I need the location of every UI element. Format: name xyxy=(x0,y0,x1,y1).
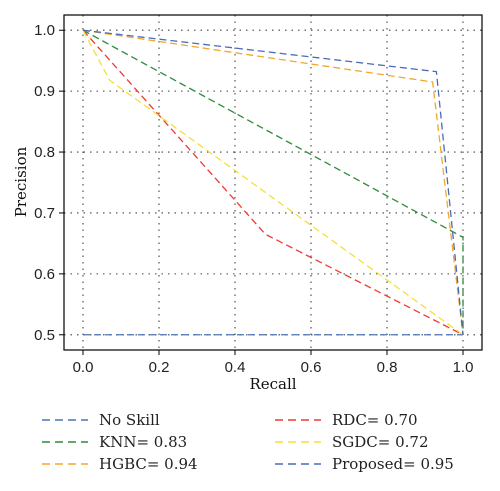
series-line-2 xyxy=(82,29,464,335)
y-tick-label: 0.6 xyxy=(34,266,55,283)
grid-layer xyxy=(64,15,482,350)
series-line-5 xyxy=(82,29,464,336)
y-tick-label: 0.9 xyxy=(34,83,55,100)
legend-label: SGDC= 0.72 xyxy=(332,433,429,451)
y-tick-label: 0.5 xyxy=(34,327,55,344)
legend-label: HGBC= 0.94 xyxy=(99,455,198,473)
legend-label: RDC= 0.70 xyxy=(332,411,418,429)
x-tick-label: 0.2 xyxy=(149,359,170,376)
x-axis-label: Recall xyxy=(249,375,296,393)
legend-label: KNN= 0.83 xyxy=(99,433,187,451)
legend: No Skill KNN= 0.83 HGBC= 0.94 RDC= 0.70 SGDC… xyxy=(42,411,454,473)
series-line-3 xyxy=(82,29,464,335)
series-line-4 xyxy=(82,29,464,336)
x-tick-label: 1.0 xyxy=(453,359,474,376)
y-tick-label: 0.8 xyxy=(34,144,55,161)
y-axis-label: Precision xyxy=(12,146,30,217)
tick-layer: 0.0 0.2 0.4 0.6 0.8 1.0 0.5 0.6 0.7 0.8 0.9 1.0 xyxy=(34,22,473,376)
legend-label: No Skill xyxy=(99,411,160,429)
x-tick-label: 0.8 xyxy=(377,359,398,376)
series-line-6 xyxy=(82,29,464,335)
x-tick-label: 0.0 xyxy=(73,359,94,376)
x-tick-label: 0.4 xyxy=(225,359,246,376)
plot-frame xyxy=(63,14,483,351)
x-tick-label: 0.6 xyxy=(301,359,322,376)
y-tick-label: 0.7 xyxy=(34,205,55,222)
y-tick-label: 1.0 xyxy=(34,22,55,39)
series-layer xyxy=(82,29,464,336)
legend-label: Proposed= 0.95 xyxy=(332,455,454,473)
